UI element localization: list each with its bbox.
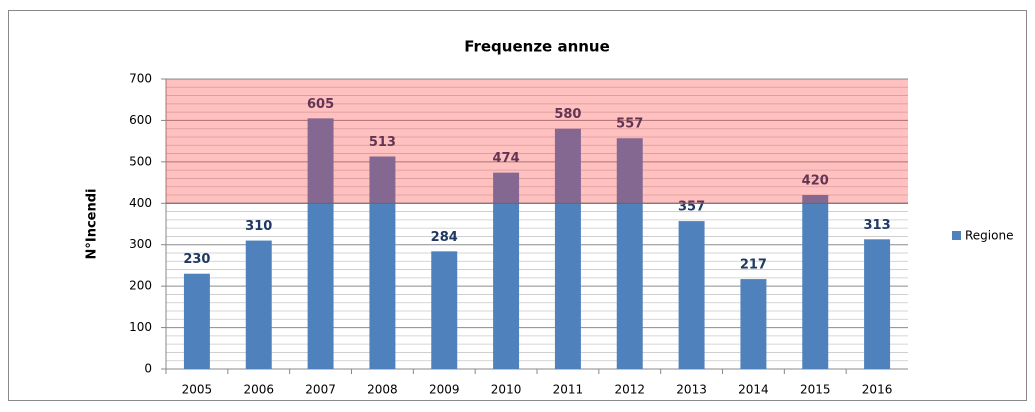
data-label: 313 (864, 218, 891, 233)
y-tick-label: 400 (129, 196, 152, 210)
data-label: 217 (740, 258, 767, 273)
x-tick-label: 2011 (553, 383, 584, 397)
legend-swatch (952, 231, 961, 240)
bar (740, 279, 767, 369)
x-tick-label: 2010 (491, 383, 522, 397)
x-tick-label: 2014 (738, 383, 769, 397)
bar (245, 240, 272, 369)
bar (554, 128, 581, 369)
y-tick-label: 600 (129, 113, 152, 127)
bar (616, 138, 643, 369)
data-label: 474 (493, 151, 520, 166)
data-label: 310 (245, 219, 272, 234)
y-tick-label: 500 (129, 154, 152, 168)
bar (183, 273, 210, 369)
bar (802, 195, 829, 369)
x-tick-label: 2015 (800, 383, 831, 397)
data-label: 557 (616, 117, 643, 132)
bar (493, 172, 520, 369)
y-tick-label: 700 (129, 72, 152, 86)
bar (307, 118, 334, 369)
y-axis-label: N°Incendi (85, 188, 100, 259)
x-tick-label: 2013 (676, 383, 707, 397)
x-tick-label: 2007 (305, 383, 336, 397)
y-tick-label: 300 (129, 237, 152, 251)
y-tick-label: 0 (144, 362, 152, 376)
chart-title: Frequenze annue (464, 38, 610, 56)
highlight-band (166, 79, 908, 204)
data-label: 513 (369, 135, 396, 150)
data-label: 284 (431, 230, 458, 245)
bar (678, 221, 705, 369)
x-tick-label: 2009 (429, 383, 460, 397)
bar (864, 239, 891, 369)
legend-label: Regione (965, 229, 1013, 243)
y-tick-label: 200 (129, 279, 152, 293)
x-tick-label: 2016 (862, 383, 893, 397)
x-tick-label: 2005 (182, 383, 213, 397)
x-tick-label: 2008 (367, 383, 398, 397)
bar (431, 251, 458, 369)
data-label: 420 (802, 174, 829, 189)
y-tick-label: 100 (129, 320, 152, 334)
x-tick-label: 2006 (243, 383, 274, 397)
data-label: 230 (183, 252, 210, 267)
data-label: 580 (554, 107, 581, 122)
bar (369, 156, 396, 369)
data-label: 605 (307, 97, 334, 112)
x-tick-label: 2012 (614, 383, 645, 397)
